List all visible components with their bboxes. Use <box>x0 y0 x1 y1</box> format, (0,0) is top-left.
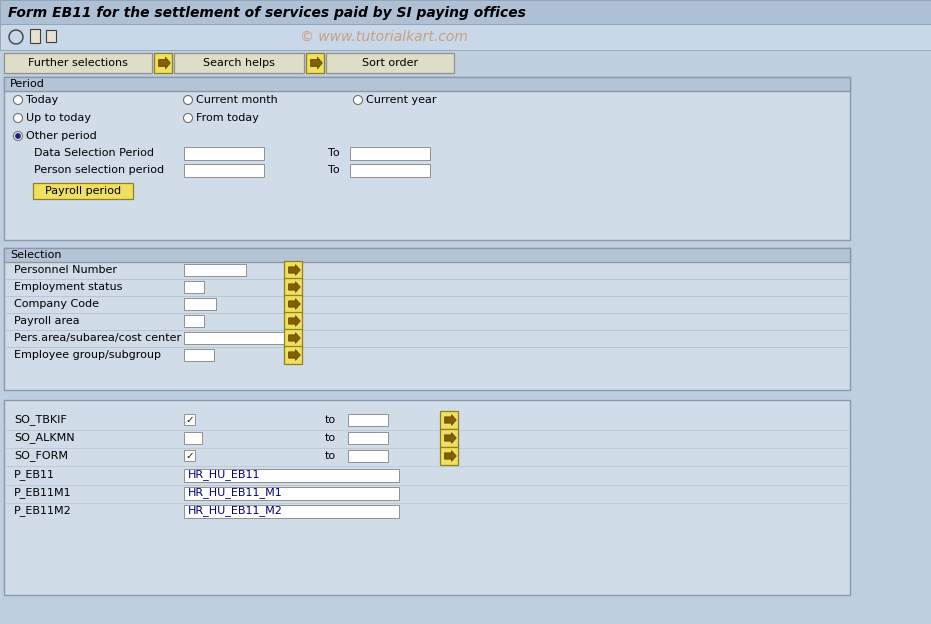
Polygon shape <box>289 299 301 310</box>
Polygon shape <box>444 451 456 461</box>
Text: P_EB11: P_EB11 <box>14 469 55 480</box>
Bar <box>284 261 302 279</box>
Bar <box>184 298 216 310</box>
Bar <box>4 77 850 240</box>
Bar <box>184 469 399 482</box>
Bar <box>306 53 324 73</box>
Text: Selection: Selection <box>10 250 61 260</box>
Bar <box>348 414 388 426</box>
Bar <box>440 447 458 465</box>
Text: Today: Today <box>26 95 59 105</box>
Text: Period: Period <box>10 79 45 89</box>
Bar <box>284 312 302 330</box>
Polygon shape <box>444 414 456 426</box>
Text: P_EB11M2: P_EB11M2 <box>14 505 72 517</box>
Circle shape <box>16 134 20 138</box>
Text: Payroll area: Payroll area <box>14 316 80 326</box>
Bar <box>4 53 152 73</box>
Polygon shape <box>289 265 301 275</box>
Bar <box>184 414 195 425</box>
Bar <box>184 432 202 444</box>
Bar <box>184 315 204 327</box>
Bar <box>284 295 302 313</box>
Bar <box>184 332 294 344</box>
Text: Up to today: Up to today <box>26 113 91 123</box>
Text: P_EB11M1: P_EB11M1 <box>14 487 72 499</box>
Bar <box>154 53 172 73</box>
Text: Sort order: Sort order <box>362 58 418 68</box>
Bar <box>184 505 399 518</box>
Bar <box>284 278 302 296</box>
Bar <box>33 183 133 199</box>
Text: Personnel Number: Personnel Number <box>14 265 117 275</box>
Circle shape <box>14 114 22 122</box>
Bar <box>326 53 454 73</box>
Text: Other period: Other period <box>26 131 97 141</box>
Bar <box>184 450 195 461</box>
Polygon shape <box>289 316 301 326</box>
Text: Company Code: Company Code <box>14 299 99 309</box>
Text: © www.tutorialkart.com: © www.tutorialkart.com <box>300 30 468 44</box>
Text: HR_HU_EB11_M2: HR_HU_EB11_M2 <box>188 505 283 517</box>
Text: to: to <box>325 433 336 443</box>
Polygon shape <box>444 432 456 444</box>
Bar <box>440 429 458 447</box>
Bar <box>4 248 850 262</box>
Text: SO_ALKMN: SO_ALKMN <box>14 432 74 444</box>
Text: ✓: ✓ <box>185 451 194 461</box>
Text: To: To <box>328 148 340 158</box>
Bar <box>440 411 458 429</box>
Circle shape <box>183 95 193 104</box>
Bar <box>184 264 246 276</box>
Text: Search helps: Search helps <box>203 58 275 68</box>
Bar <box>284 346 302 364</box>
Text: to: to <box>325 415 336 425</box>
Bar <box>184 147 264 160</box>
Text: ✓: ✓ <box>185 414 194 424</box>
Text: SO_FORM: SO_FORM <box>14 451 68 462</box>
Text: Data Selection Period: Data Selection Period <box>34 148 154 158</box>
Bar <box>174 53 304 73</box>
Text: Further selections: Further selections <box>28 58 128 68</box>
Polygon shape <box>289 349 301 360</box>
Text: Employment status: Employment status <box>14 282 122 292</box>
Text: SO_TBKIF: SO_TBKIF <box>14 414 67 426</box>
Bar <box>350 164 430 177</box>
Text: Payroll period: Payroll period <box>45 186 121 196</box>
Text: To: To <box>328 165 340 175</box>
Text: Current year: Current year <box>366 95 437 105</box>
Bar <box>4 77 850 91</box>
Text: Current month: Current month <box>196 95 277 105</box>
Text: Person selection period: Person selection period <box>34 165 164 175</box>
Circle shape <box>183 114 193 122</box>
Text: Pers.area/subarea/cost center: Pers.area/subarea/cost center <box>14 333 182 343</box>
Bar <box>184 349 214 361</box>
Bar <box>46 30 56 42</box>
Polygon shape <box>158 57 170 69</box>
Bar <box>348 450 388 462</box>
Bar <box>350 147 430 160</box>
Bar <box>0 0 931 24</box>
Text: Employee group/subgroup: Employee group/subgroup <box>14 350 161 360</box>
Bar <box>284 329 302 347</box>
Bar <box>348 432 388 444</box>
Polygon shape <box>289 333 301 343</box>
Circle shape <box>14 95 22 104</box>
Text: to: to <box>325 451 336 461</box>
Text: From today: From today <box>196 113 259 123</box>
Polygon shape <box>311 57 322 69</box>
Text: HR_HU_EB11: HR_HU_EB11 <box>188 469 261 480</box>
Bar <box>184 164 264 177</box>
Bar <box>30 29 40 43</box>
Bar <box>4 400 850 595</box>
Polygon shape <box>289 281 301 293</box>
Circle shape <box>354 95 362 104</box>
Bar <box>4 248 850 390</box>
Text: Form EB11 for the settlement of services paid by SI paying offices: Form EB11 for the settlement of services… <box>8 6 526 20</box>
Bar <box>184 487 399 500</box>
Text: HR_HU_EB11_M1: HR_HU_EB11_M1 <box>188 487 283 499</box>
Circle shape <box>14 132 22 140</box>
Bar <box>0 24 931 50</box>
Bar <box>184 281 204 293</box>
